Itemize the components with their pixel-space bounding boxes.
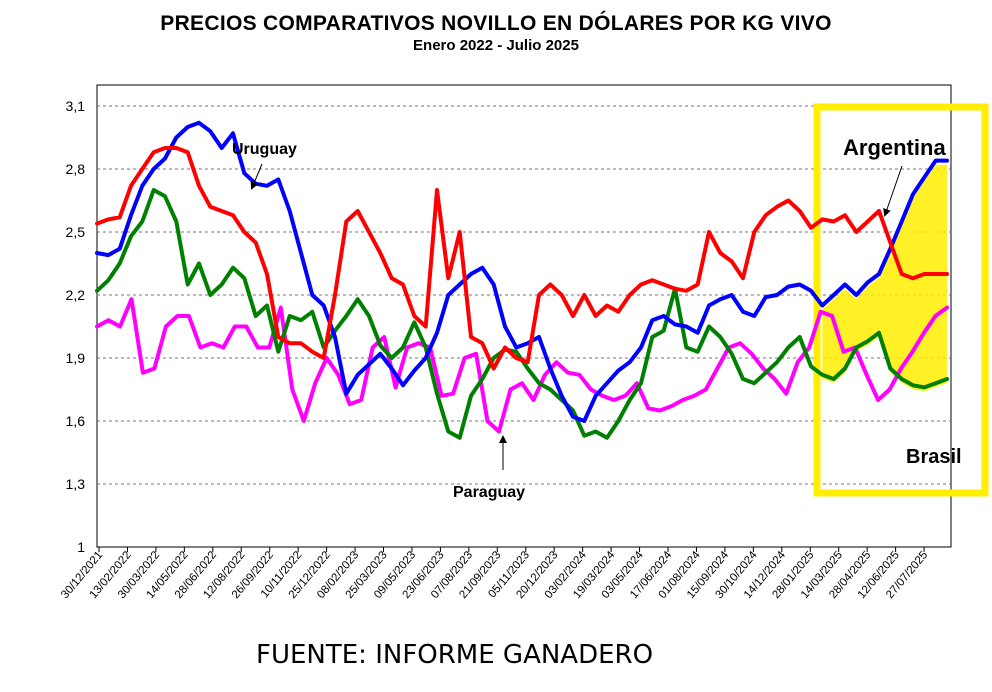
y-tick-label: 1,3	[66, 476, 86, 492]
series-lines	[95, 120, 949, 440]
x-axis: 30/12/202113/02/202230/03/202214/05/2022…	[59, 547, 930, 601]
gridlines	[97, 105, 951, 485]
annotation-arrow	[250, 163, 263, 190]
y-tick-label: 3,1	[66, 98, 86, 114]
series-line-argentina	[95, 146, 949, 371]
source-note: FUENTE: INFORME GANADERO	[256, 640, 654, 670]
plot-area	[96, 84, 952, 548]
annotation-label: Paraguay	[453, 484, 525, 501]
y-tick-label: 1,9	[66, 350, 86, 366]
highlight-region	[813, 103, 989, 497]
chart-subtitle: Enero 2022 - Julio 2025	[413, 37, 579, 54]
y-axis: 1 1,3 1,6 1,9 2,2 2,5 2,8 3,1	[66, 98, 86, 555]
highlight-fill	[822, 164, 947, 392]
chart-title: PRECIOS COMPARATIVOS NOVILLO EN DÓLARES …	[160, 12, 832, 35]
y-tick-label: 1	[77, 539, 85, 555]
y-tick-label: 2,2	[66, 287, 86, 303]
annotation-label: Brasil	[906, 446, 962, 468]
annotations: Uruguay Argentina Paraguay Brasil	[232, 135, 962, 501]
annotation-label: Uruguay	[232, 141, 297, 158]
annotation-arrow	[883, 165, 903, 217]
y-tick-label: 2,5	[66, 224, 86, 240]
annotation-label: Argentina	[843, 135, 946, 160]
series-line-uruguay	[95, 120, 949, 423]
y-tick-label: 1,6	[66, 413, 86, 429]
y-tick-label: 2,8	[66, 161, 86, 177]
